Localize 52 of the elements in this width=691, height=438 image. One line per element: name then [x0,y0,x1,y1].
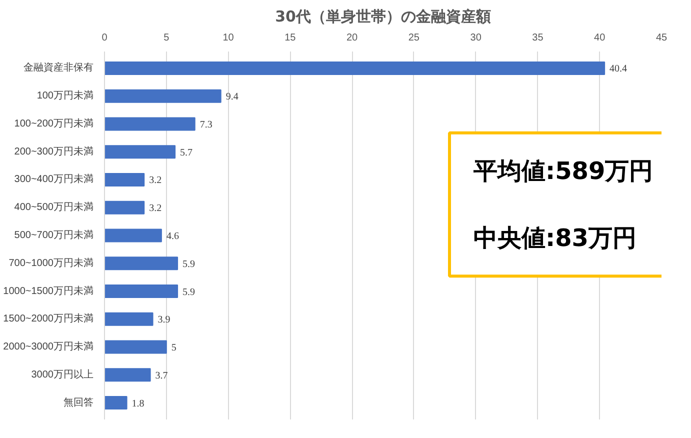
bar [104,312,154,326]
y-tick-label: 200~300万円未満 [14,145,94,158]
bar [104,89,222,103]
x-tick-label: 20 [346,32,358,44]
bar [104,396,128,410]
y-tick-label: 100万円未満 [36,90,94,102]
y-tick-label: 100~200万円未満 [14,117,94,130]
data-label: 9.4 [226,92,238,103]
data-label: 5.9 [182,258,196,270]
annotation: 中央値:83万円 [474,224,636,252]
y-tick-label: 2000~3000万円未満 [3,340,94,353]
y-tick-label: 金融資産非保有 [24,62,94,74]
bar [104,145,176,159]
bar [104,368,151,382]
chart-title: 30代（単身世帯）の金融資産額 [275,8,491,26]
bar [104,340,167,354]
x-tick-label: 0 [102,32,108,44]
x-tick-label: 40 [594,32,606,44]
y-tick-label: 500~700万円未満 [14,229,94,241]
data-label: 3.7 [155,370,168,382]
data-label: 5 [171,342,176,354]
data-label: 3.9 [158,314,170,326]
bar [104,284,178,298]
bar [104,61,606,75]
y-tick-label: 1500~2000万円未満 [3,312,94,325]
x-tick-label: 35 [532,32,544,44]
y-tick-label: 700~1000万円未満 [8,256,94,269]
data-label: 3.2 [149,175,162,186]
bar [104,117,196,131]
bar [104,256,178,270]
data-label: 3.2 [149,203,162,214]
x-tick-label: 15 [284,32,296,44]
data-label: 4.6 [166,231,179,242]
x-tick-label: 5 [164,32,170,44]
y-tick-label: 300~400万円未満 [14,173,94,186]
y-tick-label: 無回答 [64,396,94,408]
data-label: 1.8 [132,398,144,410]
x-tick-label: 45 [656,32,668,44]
x-tick-label: 10 [222,32,234,44]
annotation: 平均値:589万円 [472,156,654,185]
data-label: 7.3 [200,119,212,130]
y-tick-label: 400~500万円未満 [14,201,94,214]
bar [104,228,162,242]
data-label: 5.9 [182,286,196,298]
y-tick-label: 3000万円以上 [31,368,94,380]
x-tick-label: 25 [408,32,420,44]
data-label: 40.4 [610,64,628,75]
x-tick-label: 30 [470,32,482,44]
data-label: 5.7 [180,147,193,158]
bar [104,200,145,214]
bar [104,172,145,187]
y-tick-label: 1000~1500万円未満 [3,284,94,297]
